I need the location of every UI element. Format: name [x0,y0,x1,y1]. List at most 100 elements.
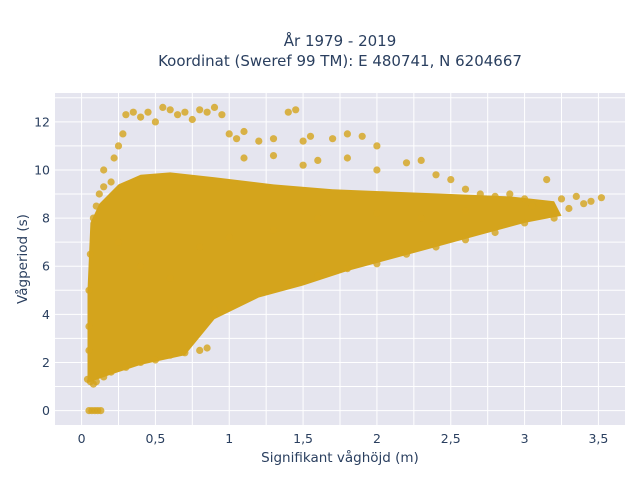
data-point [447,176,455,184]
data-point [159,103,167,111]
data-point [402,250,411,258]
x-axis-ticks: 0 0,5 1 1,5 2 2,5 3 3,5 [78,431,609,446]
chart-title-line-2: Koordinat (Sweref 99 TM): E 480741, N 62… [158,52,522,70]
data-point [373,142,381,150]
data-point [373,166,381,174]
data-point [107,368,115,376]
data-point [122,363,130,371]
y-tick-label: 8 [42,211,50,226]
data-point [528,202,536,210]
data-point [343,130,351,138]
data-point [166,274,174,282]
data-point [181,108,189,116]
data-point [535,200,544,208]
data-point [203,344,211,352]
data-point [107,178,115,186]
data-density-region [87,172,562,383]
data-point [491,192,499,200]
y-tick-label: 6 [42,259,50,274]
data-point [461,185,470,193]
data-point [343,265,351,273]
data-point [210,305,219,314]
data-point [137,262,145,270]
data-point [240,127,248,136]
data-point [543,176,551,184]
data-point [269,135,278,143]
y-axis-ticks: 0 2 4 6 8 10 12 [34,114,50,418]
data-point [110,154,118,162]
data-point [181,349,189,357]
data-point [196,346,204,354]
data-point [587,197,595,205]
data-point [137,113,145,121]
data-point [137,358,145,366]
data-point [122,111,130,119]
data-point [299,137,307,145]
data-point [432,243,440,251]
data-point [97,407,105,415]
x-tick-label: 2 [373,431,381,446]
x-tick-label: 2,5 [441,431,461,446]
x-tick-label: 0 [78,431,86,446]
data-point [565,204,573,213]
data-point [314,214,322,222]
data-point [85,322,93,330]
data-point [329,135,337,143]
data-point [225,303,233,311]
y-tick-label: 0 [42,403,50,418]
data-point [129,108,137,116]
data-point [597,194,606,202]
data-point [210,103,219,111]
data-point [491,228,499,237]
data-point [521,195,529,203]
data-point [89,214,97,222]
data-point [358,132,366,140]
data-point [233,135,241,143]
x-tick-label: 1 [225,431,233,446]
data-point [240,154,248,162]
data-point [476,190,484,198]
data-point [119,130,127,138]
data-point [166,106,174,114]
x-tick-label: 0,5 [145,431,165,446]
data-point [114,142,123,150]
y-tick-label: 4 [42,307,50,322]
data-point [373,209,381,217]
data-point [196,106,204,114]
data-point [100,373,108,381]
data-point [402,159,411,167]
y-axis-title: Vågperiod (s) [14,214,31,304]
y-tick-label: 12 [34,114,50,129]
data-point [174,111,182,119]
data-point [100,166,108,174]
data-point [550,207,558,215]
data-point [85,346,93,354]
data-point [284,108,292,116]
data-point [299,161,307,169]
x-tick-label: 1,5 [293,431,313,446]
data-point [550,214,558,222]
data-point [269,152,278,160]
data-point [306,132,315,140]
data-point [203,108,211,116]
data-point [196,243,204,251]
x-tick-label: 3 [521,431,529,446]
data-point [85,286,93,294]
data-point [506,190,514,198]
y-tick-label: 2 [42,355,50,370]
data-point [144,108,152,116]
data-point [218,111,226,119]
data-point [417,156,425,164]
data-point [557,195,566,203]
data-point [417,214,425,222]
data-point [373,260,381,268]
data-point [86,250,94,258]
data-point [151,118,159,126]
data-point [225,130,233,138]
data-point [151,356,159,364]
data-point [461,207,470,215]
data-point [284,279,292,287]
data-point [521,219,529,227]
data-point [314,156,322,164]
